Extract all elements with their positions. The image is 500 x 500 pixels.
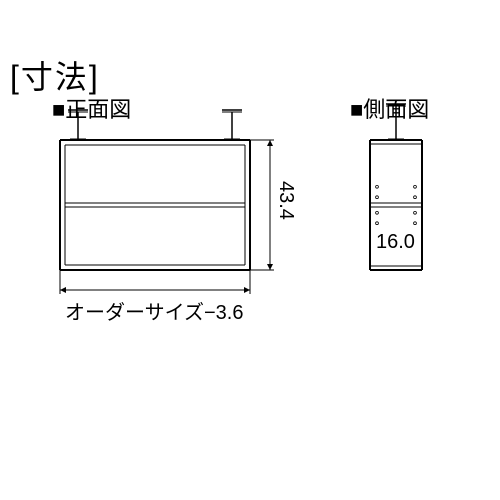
side-view-drawing [330,64,462,310]
front-view-drawing [0,50,310,330]
front-width-dimension: オーダーサイズ−3.6 [65,296,243,325]
front-height-dimension: 43.4 [274,181,297,220]
side-depth-dimension: 16.0 [376,231,415,254]
